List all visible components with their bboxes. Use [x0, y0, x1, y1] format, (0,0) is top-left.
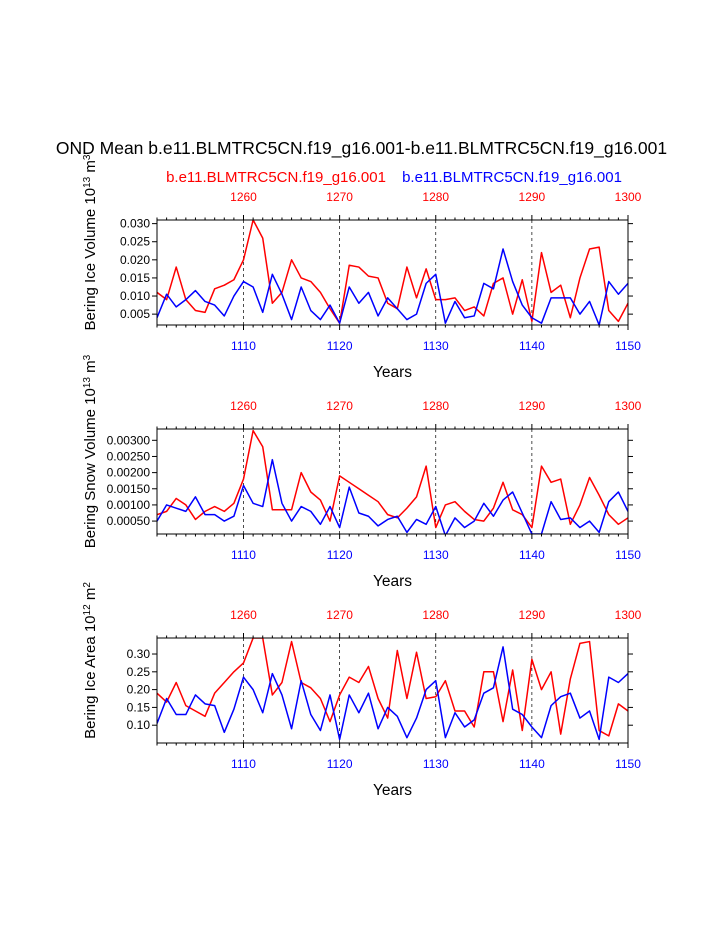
y-tick-label: 0.25	[127, 665, 151, 679]
x-tick-label-top: 1280	[422, 190, 449, 204]
x-tick-label-bottom: 1120	[327, 548, 353, 562]
y-axis-title-part: Bering Ice Area 10	[82, 615, 99, 738]
x-tick-label-bottom: 1150	[615, 757, 641, 771]
panel-2: 0.00050 0.00100 0.00150 0.00200 0.00250 0.003…	[82, 354, 642, 590]
x-tick-label-top: 1300	[615, 190, 642, 204]
y-tick-label: 0.020	[120, 253, 150, 267]
y-axis-title-exponent: 13	[82, 377, 93, 389]
y-axis-title: Bering Ice Volume 1013 m3	[82, 154, 100, 330]
x-tick-label-bottom: 1140	[519, 339, 545, 353]
x-tick-label-top: 1280	[422, 399, 449, 413]
series-line-case-b	[157, 458, 628, 534]
y-tick-label: 0.15	[127, 700, 151, 714]
y-axis-title-exponent: 2	[82, 582, 93, 588]
panel-3: 0.10 0.15 0.20 0.25 0.30 1110 1120 1130 1140 1150…	[82, 582, 642, 799]
y-axis-title-part: m	[82, 160, 99, 177]
x-tick-label-top: 1260	[230, 608, 257, 622]
panel-1: 0.005 0.010 0.015 0.020 0.025 0.030 1110 1120 11…	[82, 154, 642, 381]
series-line-case-b	[157, 646, 628, 741]
y-axis-title-exponent: 12	[82, 604, 93, 616]
x-tick-label-bottom: 1130	[423, 757, 449, 771]
panels-group: 0.005 0.010 0.015 0.020 0.025 0.030 1110 1120 11…	[82, 154, 642, 799]
y-tick-label: 0.025	[120, 235, 150, 249]
y-tick-label: 0.00250	[107, 449, 151, 463]
x-axis-title: Years	[373, 573, 412, 590]
legend-case-a: b.e11.BLMTRC5CN.f19_g16.001	[166, 169, 386, 186]
y-tick-label: 0.030	[120, 217, 150, 231]
y-tick-label: 0.005	[120, 307, 150, 321]
y-axis-title-exponent: 13	[82, 176, 93, 188]
y-tick-label: 0.30	[127, 647, 151, 661]
x-tick-label-bottom: 1150	[615, 548, 641, 562]
x-tick-label-bottom: 1140	[519, 548, 545, 562]
y-axis-title-part: Bering Ice Volume 10	[82, 188, 99, 331]
x-tick-label-top: 1270	[326, 399, 353, 413]
y-tick-label: 0.00200	[107, 466, 151, 480]
y-tick-label: 0.00300	[107, 433, 151, 447]
y-tick-label: 0.20	[127, 683, 151, 697]
x-tick-label-top: 1280	[422, 608, 449, 622]
figure-title: OND Mean b.e11.BLMTRC5CN.f19_g16.001-b.e…	[56, 138, 667, 159]
x-tick-label-top: 1300	[615, 399, 642, 413]
plot-frame	[156, 428, 629, 535]
y-tick-label: 0.010	[120, 289, 150, 303]
y-axis-title-exponent: 3	[82, 154, 93, 160]
x-tick-label-bottom: 1140	[519, 757, 545, 771]
y-tick-label: 0.00100	[107, 498, 151, 512]
x-tick-label-bottom: 1110	[231, 339, 256, 353]
series-line-case-a	[157, 638, 628, 737]
x-tick-label-top: 1270	[326, 608, 353, 622]
series-line-case-a	[157, 429, 628, 529]
x-tick-label-bottom: 1130	[423, 339, 449, 353]
x-tick-label-top: 1260	[230, 190, 257, 204]
legend-case-b: b.e11.BLMTRC5CN.f19_g16.001	[402, 169, 622, 186]
y-axis-title-part: m	[82, 588, 99, 605]
y-axis-title-part: m	[82, 360, 99, 377]
y-axis-title-part: Bering Snow Volume 10	[82, 388, 99, 548]
x-tick-label-top: 1290	[519, 399, 546, 413]
x-tick-label-bottom: 1120	[327, 757, 353, 771]
x-tick-label-top: 1260	[230, 399, 257, 413]
y-tick-label: 0.10	[127, 718, 151, 732]
y-tick-label: 0.00150	[107, 482, 151, 496]
x-tick-label-bottom: 1120	[327, 339, 353, 353]
y-axis-title-exponent: 3	[82, 354, 93, 360]
plot-frame	[156, 637, 629, 744]
y-tick-label: 0.015	[120, 271, 150, 285]
x-tick-label-top: 1290	[519, 190, 546, 204]
x-tick-label-top: 1270	[326, 190, 353, 204]
x-axis-title: Years	[373, 364, 412, 381]
plot-frame	[156, 219, 629, 326]
series-line-case-b	[157, 248, 628, 325]
x-axis-title: Years	[373, 782, 412, 799]
x-tick-label-bottom: 1110	[231, 757, 256, 771]
x-tick-label-bottom: 1130	[423, 548, 449, 562]
x-tick-label-top: 1300	[615, 608, 642, 622]
y-axis-title: Bering Ice Area 1012 m2	[82, 582, 100, 739]
x-tick-label-bottom: 1150	[615, 339, 641, 353]
x-tick-label-bottom: 1110	[231, 548, 256, 562]
y-tick-label: 0.00050	[107, 514, 151, 528]
x-tick-label-top: 1290	[519, 608, 546, 622]
y-axis-title: Bering Snow Volume 1013 m3	[82, 354, 100, 548]
